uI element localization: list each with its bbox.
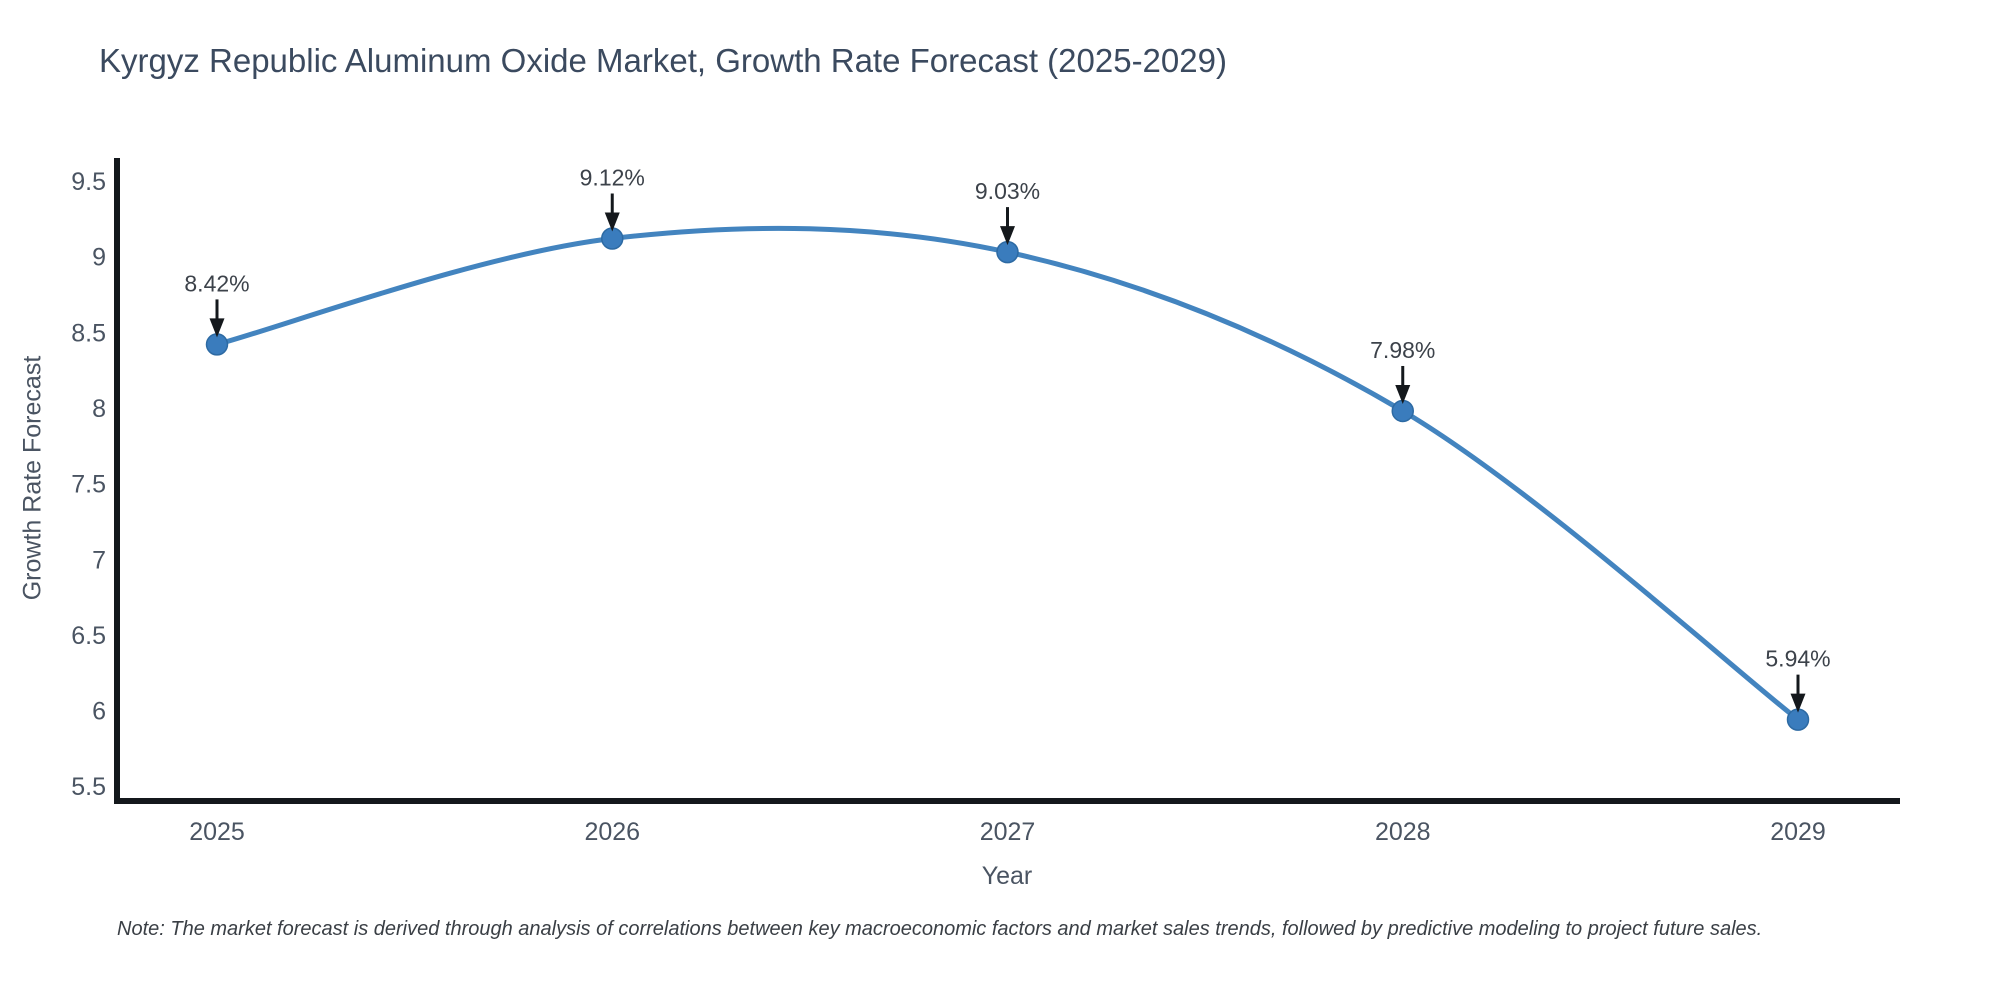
x-tick-2025: 2025 — [189, 818, 245, 846]
y-tick-5.5: 5.5 — [71, 773, 106, 801]
annotation-arrowhead-icon — [1000, 226, 1015, 246]
x-axis-ticks: 2025 2026 2027 2028 2029 — [189, 818, 1826, 846]
x-tick-2028: 2028 — [1375, 818, 1431, 846]
annotation-arrowhead-icon — [1395, 384, 1411, 404]
annotation-arrowhead-icon — [209, 318, 225, 338]
y-tick-8.5: 8.5 — [71, 319, 106, 347]
data-label-2025: 8.42% — [184, 270, 249, 296]
y-tick-9.5: 9.5 — [71, 168, 106, 196]
forecast-line — [214, 225, 1801, 723]
annotation-arrowhead-icon — [1790, 693, 1806, 713]
y-axis-ticks: 9.5 9 8.5 8 7.5 7 6.5 6 5.5 — [71, 168, 106, 801]
annotation-arrowhead-icon — [604, 212, 620, 232]
x-tick-2026: 2026 — [584, 818, 640, 846]
x-axis-title: Year — [981, 862, 1033, 890]
annotations: 8.42% 9.12% 9.03% 7.98% 5.94% — [184, 164, 1831, 713]
y-tick-6.5: 6.5 — [71, 622, 106, 650]
y-tick-6: 6 — [92, 698, 106, 726]
x-tick-2027: 2027 — [980, 818, 1036, 846]
x-tick-2029: 2029 — [1770, 818, 1826, 846]
y-tick-9: 9 — [92, 244, 106, 272]
y-tick-7.5: 7.5 — [71, 471, 106, 499]
y-tick-8: 8 — [92, 395, 106, 423]
data-points — [205, 227, 1810, 731]
data-label-2026: 9.12% — [580, 164, 645, 190]
data-label-2027: 9.03% — [975, 178, 1040, 204]
y-tick-7: 7 — [92, 546, 106, 574]
chart-title: Kyrgyz Republic Aluminum Oxide Market, G… — [99, 42, 1227, 79]
chart-footnote: Note: The market forecast is derived thr… — [117, 918, 1763, 940]
data-label-2028: 7.98% — [1370, 337, 1435, 363]
data-label-2029: 5.94% — [1765, 646, 1830, 672]
